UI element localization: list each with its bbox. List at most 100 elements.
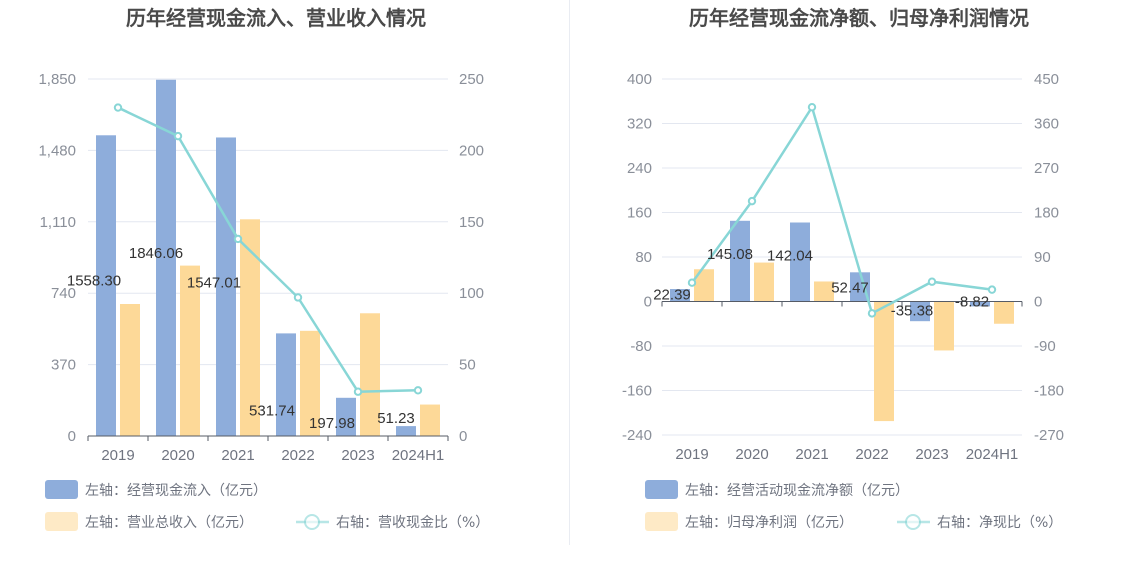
ratio-point [867, 309, 877, 318]
right-axis-tick: 100 [459, 285, 484, 302]
ratio-point [293, 293, 303, 302]
right-axis-tick: 50 [459, 357, 476, 374]
left-axis-tick: 1,480 [38, 142, 76, 159]
chart-title: 历年经营现金流入、营业收入情况 [126, 6, 426, 30]
net-cashflow-profit-chart: 历年经营现金流净额、归母净利润情况 -240 -160 -80 0 80 160 240 320… [622, 6, 1064, 531]
left-axis-tick: -240 [622, 427, 652, 444]
left-axis-tick: 0 [68, 428, 76, 445]
secondary-bar [814, 281, 834, 302]
right-axis-tick: -270 [1034, 427, 1064, 444]
left-axis-tick: 320 [627, 116, 652, 133]
legend-swatch [45, 512, 78, 531]
secondary-bar [754, 262, 774, 302]
secondary-bar [874, 301, 894, 422]
right-axis-tick: 450 [1034, 71, 1059, 88]
bar-data-label: 1846.06 [129, 245, 183, 262]
right-axis-tick: -90 [1034, 338, 1056, 355]
legend-label: 右轴：净现比（%） [937, 515, 1062, 531]
chart-title: 历年经营现金流净额、归母净利润情况 [689, 6, 1029, 30]
primary-bar [970, 301, 990, 307]
bar-data-label: 142.04 [767, 247, 813, 264]
legend-label: 左轴：经营活动现金流净额（亿元） [685, 483, 909, 499]
right-axis-tick: 270 [1034, 160, 1059, 177]
secondary-bar [180, 265, 200, 436]
left-axis-tick: 0 [644, 294, 652, 311]
left-axis-tick: 370 [51, 357, 76, 374]
left-axis-tick: -80 [630, 338, 652, 355]
right-axis-tick: 360 [1034, 116, 1059, 133]
primary-bar [96, 135, 116, 436]
ratio-point [687, 278, 697, 287]
category-label: 2020 [161, 447, 194, 464]
bar-data-label: 1558.30 [67, 272, 121, 289]
bar-data-label: 531.74 [249, 402, 295, 419]
category-label: 2019 [675, 446, 708, 463]
legend-label: 右轴：营收现金比（%） [336, 515, 489, 531]
bar-data-label: 22.39 [653, 287, 691, 304]
bar-data-label: 145.08 [707, 246, 753, 263]
secondary-bar [120, 304, 140, 436]
right-axis-tick: 250 [459, 71, 484, 88]
ratio-point [747, 196, 757, 206]
primary-bar [276, 333, 296, 436]
ratio-point [233, 234, 243, 244]
right-axis-tick: 150 [459, 214, 484, 231]
cash-inflow-revenue-chart: 历年经营现金流入、营业收入情况 0 370 740 1,110 1,480 1,850 0 50… [38, 6, 489, 531]
category-label: 2024H1 [966, 446, 1019, 463]
ratio-point [927, 277, 937, 286]
secondary-bar [300, 330, 320, 436]
bar-data-label: 197.98 [309, 415, 355, 432]
secondary-bar [360, 313, 380, 436]
legend-label: 左轴：归母净利润（亿元） [685, 514, 853, 531]
primary-bar [670, 289, 690, 302]
left-axis-tick: 160 [627, 205, 652, 222]
left-axis-tick: -160 [622, 383, 652, 400]
bar-data-label: -35.38 [891, 303, 934, 320]
secondary-bar [694, 269, 714, 302]
ratio-point [353, 387, 363, 396]
category-label: 2024H1 [392, 447, 445, 464]
right-axis-tick: 0 [1034, 294, 1042, 311]
bar-data-label: 1547.01 [187, 274, 241, 291]
bar-data-label: 51.23 [377, 410, 415, 427]
left-axis-tick: 240 [627, 160, 652, 177]
left-axis-tick: 400 [627, 71, 652, 88]
primary-bar [790, 222, 810, 302]
legend-marker [905, 514, 921, 530]
category-label: 2022 [855, 446, 888, 463]
left-axis-tick: 1,850 [38, 71, 76, 88]
primary-bar [336, 397, 356, 436]
right-axis-tick: 0 [459, 428, 467, 445]
ratio-point [113, 103, 123, 112]
secondary-bar [994, 301, 1014, 324]
category-label: 2019 [101, 447, 134, 464]
ratio-line [117, 106, 419, 393]
ratio-point [987, 285, 997, 294]
legend-label: 左轴：营业总收入（亿元） [85, 515, 253, 531]
right-axis-tick: 180 [1034, 205, 1059, 222]
primary-bar [396, 426, 416, 436]
category-label: 2022 [281, 447, 314, 464]
legend-label: 左轴：经营现金流入（亿元） [85, 483, 267, 499]
category-label: 2023 [341, 447, 374, 464]
legend-swatch [645, 512, 678, 531]
ratio-point [413, 386, 423, 395]
right-axis-tick: -180 [1034, 383, 1064, 400]
left-axis-tick: 80 [635, 249, 652, 266]
left-axis-tick: 740 [51, 285, 76, 302]
category-label: 2023 [915, 446, 948, 463]
primary-bar [910, 301, 930, 322]
secondary-bar [240, 219, 260, 436]
right-axis-tick: 90 [1034, 249, 1051, 266]
category-label: 2021 [221, 447, 254, 464]
secondary-bar [934, 301, 954, 351]
bar-data-label: -8.82 [955, 294, 989, 311]
ratio-point [807, 102, 817, 112]
primary-bar [730, 220, 750, 302]
bar-data-label: 52.47 [831, 279, 869, 296]
legend-swatch [645, 480, 678, 499]
primary-bar [850, 272, 870, 302]
secondary-bar [420, 404, 440, 436]
right-axis-tick: 200 [459, 142, 484, 159]
ratio-point [173, 131, 183, 141]
